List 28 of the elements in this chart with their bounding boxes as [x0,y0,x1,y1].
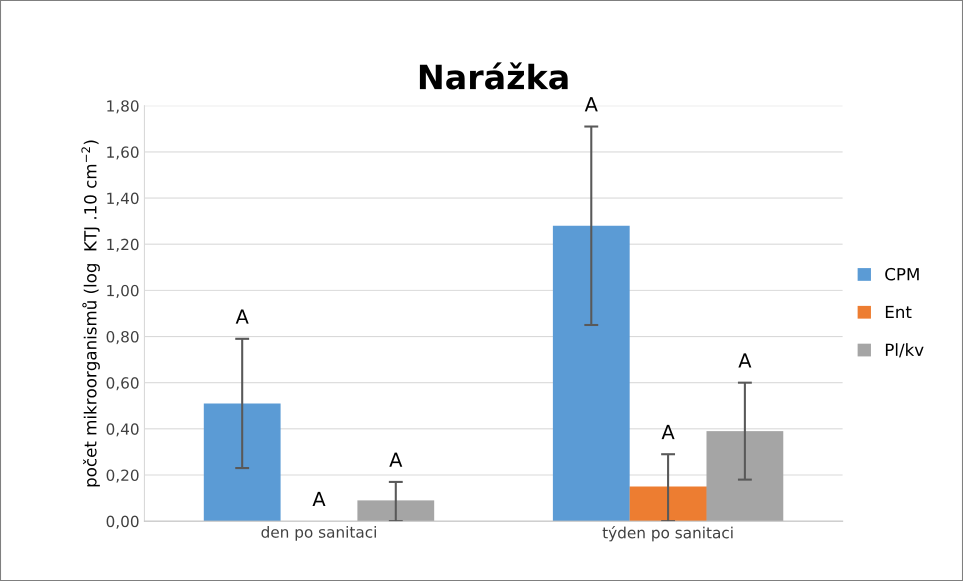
x-tick-label: den po sanitaci [261,526,376,541]
annotation: A [312,492,326,506]
annotation: A [662,424,675,440]
bar [204,403,281,522]
bar [552,226,630,522]
y-tick-label: 1,00 [107,284,139,298]
annotation: A [389,452,402,467]
bar [357,500,434,522]
y-tick-label: 0,20 [106,469,139,483]
y-tick-label: 0,00 [106,516,139,529]
y-tick-label: 1,20 [107,238,139,252]
y-tick-label: 0,80 [106,330,139,344]
legend-label: Ent [886,306,912,318]
y-tick-label: 1,60 [107,146,139,160]
y-axis-title: počet mikroorganismů (log KTJ .10 cm$^{−2}$) [81,140,100,486]
annotation: A [738,353,752,368]
bar [706,431,784,522]
y-tick-label: 0,40 [106,423,139,436]
bar [630,486,706,522]
legend-label: Pl/kv [886,343,924,358]
chart-title: Narážka [420,62,568,90]
y-tick-label: 1,80 [107,100,139,114]
legend-label: CPM [885,268,919,280]
annotation: A [584,97,598,112]
y-tick-label: 0,60 [106,377,139,390]
x-tick-label: týden po sanitaci [602,526,733,542]
y-tick-label: 1,40 [107,192,139,206]
annotation: A [236,310,249,324]
